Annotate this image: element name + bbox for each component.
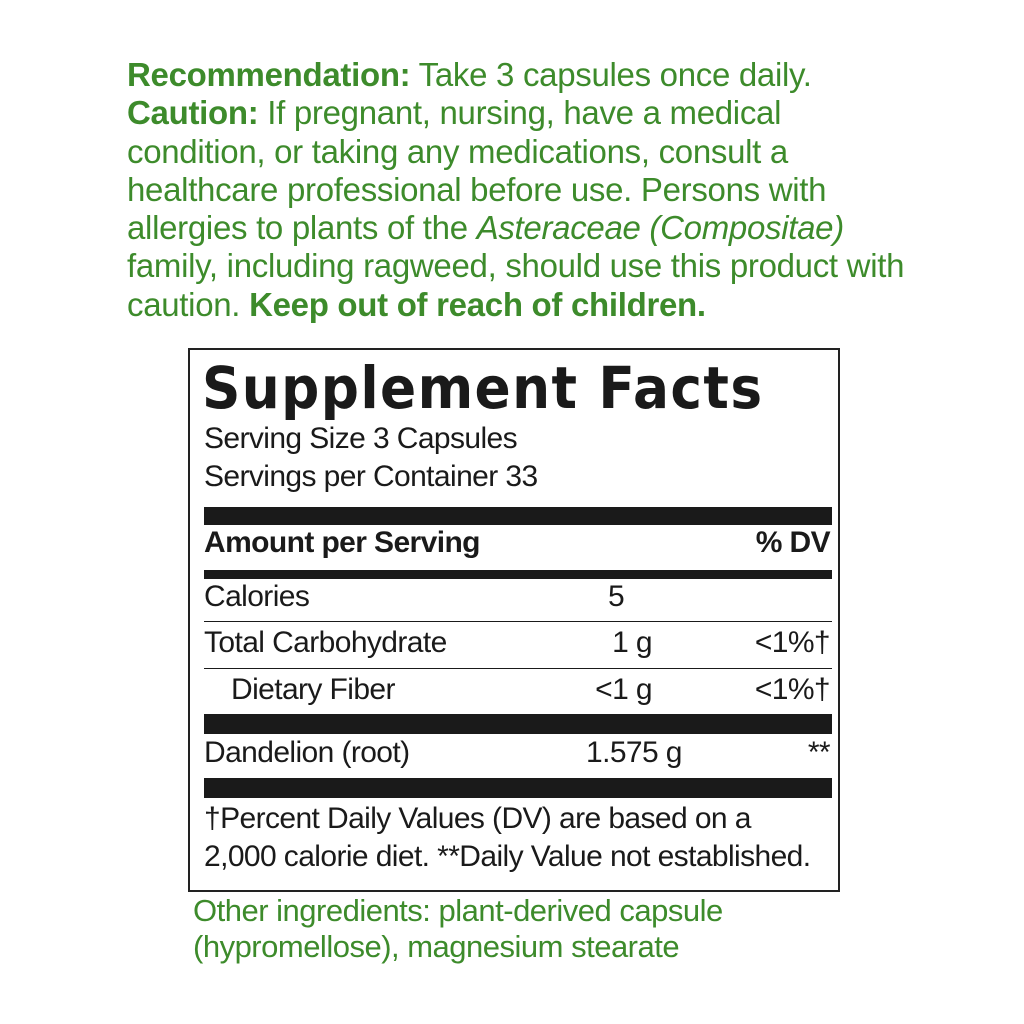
row-dv: <1%† [754, 673, 831, 706]
row-dv: ** [807, 736, 831, 769]
supplement-facts-panel: Supplement Facts Serving Size 3 Capsules… [188, 348, 840, 892]
divider-thick [204, 714, 832, 734]
row-amount: <1 g [595, 673, 652, 706]
plant-family: Asteraceae (Compositae) [476, 209, 845, 247]
other-ingredients-line-1: Other ingredients: plant-derived capsule [193, 893, 723, 928]
row-amount: 5 [608, 580, 625, 613]
caution-label: Caution: [127, 94, 259, 132]
row-amount: 1.575 g [586, 736, 683, 769]
divider-thin [204, 621, 832, 622]
row-name: Dietary Fiber [231, 673, 396, 706]
caution-text: If pregnant, nursing, have a medical con… [127, 94, 827, 247]
servings-per-container: Servings per Container 33 [204, 460, 538, 493]
panel-title: Supplement Facts [202, 354, 764, 422]
row-name: Total Carbohydrate [204, 626, 447, 659]
recommendation-label: Recommendation: [127, 56, 411, 93]
divider-medium [204, 570, 832, 579]
directions-text: Recommendation: Take 3 capsules once dai… [127, 56, 927, 324]
footnote-line-2: 2,000 calorie diet. **Daily Value not es… [204, 840, 811, 873]
caution-text-2: family, including ragweed, should use th… [127, 247, 905, 323]
header-amount: Amount per Serving [204, 526, 481, 559]
other-ingredients-line-2: (hypromellose), magnesium stearate [193, 929, 680, 964]
row-dv: <1%† [754, 626, 831, 659]
serving-size: Serving Size 3 Capsules [204, 422, 518, 455]
row-amount: 1 g [612, 626, 653, 659]
row-name: Dandelion (root) [204, 736, 410, 769]
other-ingredients: Other ingredients: plant-derived capsule… [193, 893, 723, 965]
divider-thick [204, 507, 832, 525]
divider-thick [204, 778, 832, 798]
footnote-line-1: †Percent Daily Values (DV) are based on … [204, 802, 751, 835]
divider-thin [204, 668, 832, 669]
recommendation-text: Take 3 capsules once daily. [410, 56, 812, 93]
header-dv: % DV [755, 526, 831, 559]
keep-out-warning: Keep out of reach of children. [249, 285, 706, 323]
row-name: Calories [204, 580, 310, 613]
